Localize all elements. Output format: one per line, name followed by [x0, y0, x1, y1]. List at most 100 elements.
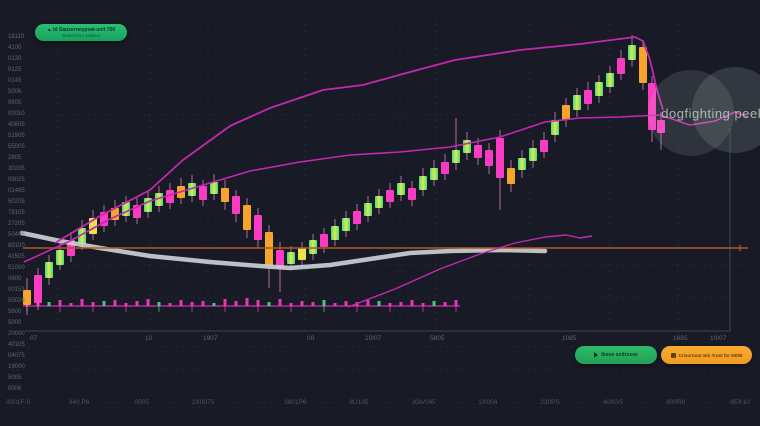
- sell-button-label: Crisurnout win Trust for 50/50: [678, 352, 743, 358]
- candlestick: [199, 186, 207, 200]
- footer-value: 8U105: [349, 398, 369, 406]
- candlestick: [375, 196, 383, 208]
- candlestick: [78, 228, 86, 244]
- y-axis-label: 5600: [8, 309, 22, 315]
- footer-value: 3801P6: [284, 398, 307, 406]
- candlestick: [617, 58, 625, 74]
- y-axis-label: 51905: [8, 133, 25, 139]
- y-axis-label: 78105: [8, 210, 25, 216]
- y-axis-label: 0600: [8, 276, 22, 282]
- footer-value: ···: [324, 398, 332, 406]
- candlestick: [210, 182, 218, 194]
- candlestick: [628, 45, 636, 60]
- candlestick: [309, 240, 317, 254]
- y-axis-label: 2805: [8, 155, 22, 161]
- y-axis-label: 40105: [8, 342, 25, 348]
- footer-value: ····: [107, 398, 117, 406]
- grid-lines: [6, 18, 754, 409]
- y-axis-label: 41505: [8, 254, 25, 260]
- candlestick: [221, 188, 229, 202]
- candlestick: [397, 183, 405, 195]
- footer-value: 0505: [134, 398, 149, 406]
- y-axis-label: 50205: [8, 199, 25, 205]
- candlestick: [551, 120, 559, 135]
- candlestick: [595, 82, 603, 96]
- candlestick: [342, 218, 350, 231]
- candlestick: [56, 250, 64, 265]
- footer-value: ···: [167, 398, 174, 406]
- y-axis-label: 0125: [8, 67, 22, 73]
- candlestick: [507, 168, 515, 184]
- candlestick: [320, 234, 328, 247]
- candlestick: [166, 190, 174, 203]
- footer-value: ···: [578, 398, 585, 406]
- x-axis-label: 1085: [562, 335, 577, 342]
- sell-button[interactable]: Crisurnout win Trust for 50/50: [661, 346, 752, 364]
- candles: [23, 35, 665, 315]
- y-axis-label: 5000: [8, 320, 22, 326]
- x-axis-label: 1907: [203, 335, 218, 342]
- candlestick: [331, 226, 339, 240]
- footer-values-row: 0001F-0 · 340.P6 ···· 0505 ··· 2X0075 ···· ··· 38…: [6, 396, 750, 408]
- footer-value: 340.P6: [68, 398, 90, 406]
- candlestick: [243, 205, 251, 230]
- y-axis-label: 04075: [8, 353, 25, 359]
- trend-line-lower: [23, 111, 749, 263]
- candlestick: [45, 262, 53, 278]
- stop-icon: [670, 352, 676, 358]
- candlestick: [419, 176, 427, 190]
- y-axis-label: 27205: [8, 221, 25, 227]
- volume-strip: [23, 298, 460, 312]
- footer-value: ···: [259, 398, 266, 406]
- alert-badge-title: ▲ Id Sauserneypeat-unit 700: [46, 26, 116, 33]
- candlestick: [34, 275, 42, 303]
- footer-value: 0001F-0: [6, 398, 31, 406]
- candlestick: [657, 120, 665, 133]
- y-axis-label: 00010: [8, 111, 25, 117]
- candlestick: [23, 290, 31, 305]
- y-axis-label: 50026: [8, 298, 25, 304]
- buy-button[interactable]: Ibsue snitresse: [575, 346, 657, 364]
- candlestick: [276, 250, 284, 268]
- footer-value: ···: [515, 398, 523, 406]
- y-axis-label: 19000: [8, 364, 25, 370]
- footer-value: 40A0/5: [602, 398, 624, 406]
- trend-line-upper: [54, 36, 664, 244]
- y-axis-label: 55005: [8, 144, 25, 150]
- candlestick: [353, 211, 361, 224]
- candlestick: [648, 83, 656, 130]
- candlestick: [606, 73, 614, 87]
- axis-labels: 18110 4100 0130 0125 0145 5006 9905 00010 40605 5…: [8, 34, 727, 392]
- candlestick: [386, 190, 394, 202]
- x-axis-label: 10: [145, 335, 153, 342]
- candlestick: [298, 248, 306, 260]
- footer-value: ···: [641, 398, 649, 406]
- footer-value: ····: [232, 398, 242, 406]
- candlestick: [529, 148, 537, 161]
- candlestick: [441, 162, 449, 174]
- candlestick: [287, 252, 295, 264]
- candlestick: [364, 203, 372, 216]
- candlestick: [265, 232, 273, 266]
- y-axis-label: 50405: [8, 232, 25, 238]
- x-axis-label: 1685: [673, 335, 688, 342]
- buy-button-label: Ibsue snitresse: [601, 352, 638, 358]
- footer-value: 230PS: [540, 398, 560, 406]
- footer-value: ···: [703, 398, 711, 406]
- candlestick: [485, 150, 493, 166]
- y-axis-label: 9905: [8, 100, 22, 106]
- candlestick: [463, 140, 471, 153]
- y-axis-label: 18110: [8, 34, 25, 40]
- footer-value: ···: [453, 398, 461, 406]
- y-axis-label: 0130: [8, 56, 22, 62]
- candlestick: [474, 145, 482, 158]
- alert-badge[interactable]: ▲ Id Sauserneypeat-unit 700 Somst 54 Loa…: [35, 24, 127, 41]
- candlestick: [452, 150, 460, 163]
- y-axis-label: 5005: [8, 375, 22, 381]
- y-axis-label: 5006: [8, 89, 22, 95]
- y-axis-label: 09025: [8, 177, 25, 183]
- candlestick: [232, 196, 240, 214]
- candlestick: [573, 95, 581, 110]
- x-axis-label: 10/07: [365, 335, 382, 342]
